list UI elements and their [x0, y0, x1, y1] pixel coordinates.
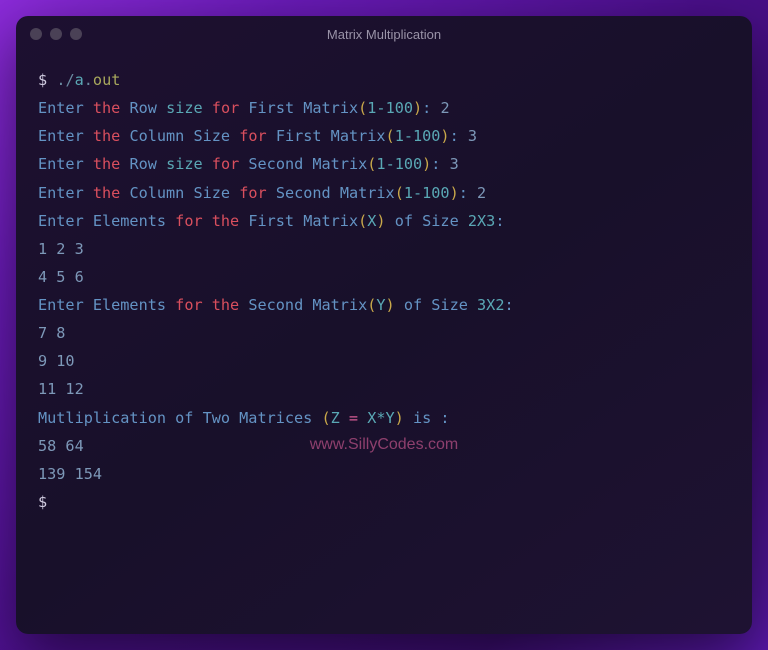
matrix-y-row3: 11 12 [38, 375, 730, 403]
prompt-symbol: $ [38, 71, 47, 89]
terminal-window: Matrix Multiplication $ ./a.out Enter th… [16, 16, 752, 634]
prompt-col2: Enter the Column Size for Second Matrix(… [38, 179, 730, 207]
titlebar: Matrix Multiplication [16, 16, 752, 52]
prompt-elem2: Enter Elements for the Second Matrix(Y) … [38, 291, 730, 319]
close-icon[interactable] [30, 28, 42, 40]
matrix-x-row2: 4 5 6 [38, 263, 730, 291]
minimize-icon[interactable] [50, 28, 62, 40]
cmd-path: ./ [56, 71, 74, 89]
prompt-elem1: Enter Elements for the First Matrix(X) o… [38, 207, 730, 235]
matrix-y-row1: 7 8 [38, 319, 730, 347]
result-row1: 58 64 [38, 432, 730, 460]
prompt-row1: Enter the Row size for First Matrix(1-10… [38, 94, 730, 122]
cmd-ext: out [93, 71, 120, 89]
matrix-x-row1: 1 2 3 [38, 235, 730, 263]
matrix-y-row2: 9 10 [38, 347, 730, 375]
result-row2: 139 154 [38, 460, 730, 488]
command-line: $ ./a.out [38, 66, 730, 94]
prompt-final: $ [38, 488, 730, 516]
prompt-row2: Enter the Row size for Second Matrix(1-1… [38, 150, 730, 178]
prompt-col1: Enter the Column Size for First Matrix(1… [38, 122, 730, 150]
cmd-dot: . [84, 71, 93, 89]
window-title: Matrix Multiplication [16, 27, 752, 42]
maximize-icon[interactable] [70, 28, 82, 40]
traffic-lights [30, 28, 82, 40]
result-header: Mutliplication of Two Matrices (Z = X*Y)… [38, 404, 730, 432]
terminal-output[interactable]: $ ./a.out Enter the Row size for First M… [16, 52, 752, 634]
cmd-name: a [75, 71, 84, 89]
